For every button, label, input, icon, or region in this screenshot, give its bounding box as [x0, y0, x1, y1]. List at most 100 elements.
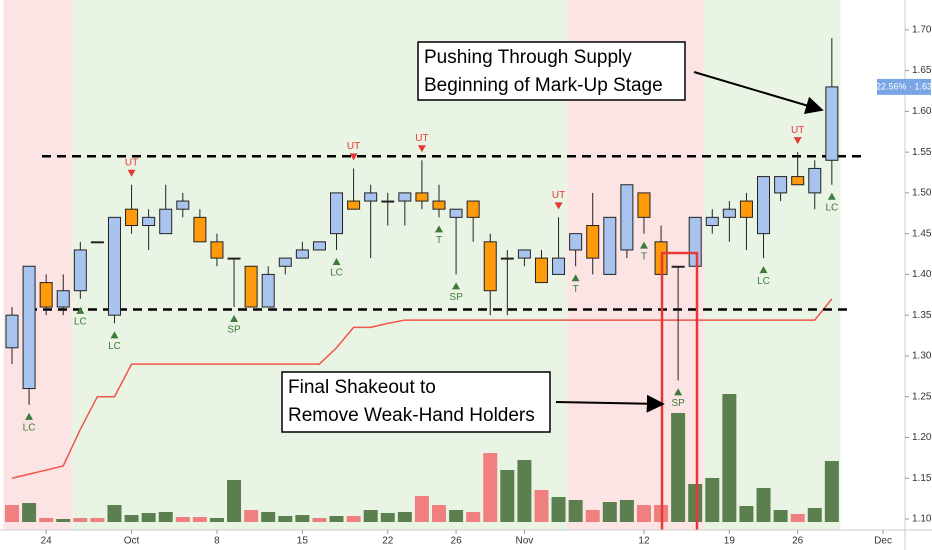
- y-tick-label: 1.10: [912, 514, 932, 525]
- volume-bar: [432, 505, 446, 522]
- candle-body: [466, 200, 480, 218]
- y-tick-label: 1.30: [912, 351, 932, 362]
- annotation-arrow: [693, 71, 824, 115]
- x-tick-label: 24: [41, 536, 53, 547]
- signal-triangle: [759, 266, 768, 274]
- candle-body: [5, 314, 19, 349]
- signal-triangle: [827, 192, 836, 200]
- signal-label: LC: [757, 276, 770, 287]
- candle-body: [73, 249, 87, 292]
- annotation-layer: Pushing Through Supply Beginning of Mark…: [281, 41, 824, 530]
- volume-bar: [107, 505, 122, 522]
- signal-triangle: [417, 145, 426, 153]
- volume-bar: [807, 508, 822, 522]
- signal-label: LC: [108, 341, 121, 352]
- volume-bar: [414, 496, 429, 522]
- y-tick-label: 1.45: [912, 228, 932, 239]
- signal-triangle: [452, 282, 461, 290]
- candle-body: [791, 176, 805, 186]
- volume-bar: [329, 516, 344, 522]
- candle-body: [142, 216, 156, 227]
- candle-body: [517, 249, 531, 259]
- candle-body: [398, 192, 412, 202]
- y-tick-label: 1.70: [912, 24, 932, 35]
- volume-bar: [141, 513, 156, 522]
- candle-body: [552, 257, 566, 275]
- candle-body: [107, 216, 121, 316]
- volume-bar: [449, 510, 464, 522]
- y-tick-label: 1.55: [912, 147, 932, 158]
- volume-bar: [705, 478, 720, 522]
- volume-bar: [773, 510, 788, 522]
- candle-body: [56, 290, 70, 308]
- signal-triangle: [674, 388, 683, 396]
- signal-label: LC: [74, 317, 87, 328]
- candle-body: [620, 184, 634, 251]
- candle-body: [671, 265, 685, 268]
- volume-bar: [158, 512, 173, 522]
- signal-label: T: [436, 235, 442, 246]
- candle-body: [364, 192, 378, 202]
- candle-body: [90, 241, 104, 244]
- volume-bar: [380, 513, 395, 522]
- volume-bar: [551, 497, 566, 522]
- volume-bar: [56, 519, 71, 522]
- x-tick-label: 8: [214, 536, 220, 547]
- signal-label: SP: [227, 325, 241, 336]
- candle-body: [637, 192, 651, 218]
- candle-body: [534, 257, 548, 284]
- volume-bar: [790, 514, 805, 522]
- volume-bar: [90, 518, 105, 522]
- x-tick-label: 22: [382, 536, 394, 547]
- volume-bar: [346, 516, 361, 522]
- phase-band: [3, 0, 72, 530]
- price-badge: [877, 78, 931, 95]
- volume-bar: [671, 413, 686, 522]
- volume-bar: [39, 518, 54, 522]
- volume-bar: [227, 480, 242, 522]
- volume-bar: [602, 502, 617, 522]
- candle-body: [688, 216, 702, 267]
- signal-triangle: [25, 412, 34, 420]
- x-tick-label: 12: [638, 536, 650, 547]
- candle-body: [500, 257, 514, 260]
- volume-bar: [209, 518, 224, 522]
- y-tick-label: 1.35: [912, 310, 932, 321]
- volume-bar: [824, 461, 839, 522]
- volume-bar: [636, 505, 651, 522]
- x-tick-label: 26: [451, 536, 463, 547]
- volume-bar: [517, 460, 532, 522]
- candle-body: [381, 200, 395, 203]
- y-tick-label: 1.20: [912, 432, 932, 443]
- signal-label: UT: [125, 157, 138, 168]
- candle-body: [586, 225, 600, 259]
- y-tick-label: 1.50: [912, 188, 932, 199]
- volume-bar: [261, 512, 276, 522]
- signal-triangle: [230, 315, 239, 323]
- volume-bar: [192, 517, 207, 522]
- candle-body: [193, 216, 207, 243]
- volume-bar: [175, 517, 190, 522]
- x-tick-label: Dec: [874, 536, 892, 547]
- stop-line: [11, 298, 833, 479]
- signal-label: SP: [449, 292, 463, 303]
- candle-body: [483, 241, 497, 292]
- volume-bar: [739, 506, 754, 522]
- volume-bar: [585, 510, 600, 522]
- candle-body: [432, 200, 446, 210]
- annotation-text: Pushing Through Supply: [424, 47, 632, 68]
- signal-triangle: [127, 169, 136, 177]
- x-tick-label: 26: [792, 536, 804, 547]
- candle-body: [705, 216, 719, 227]
- candle-body: [739, 200, 753, 218]
- y-tick-label: 1.25: [912, 391, 932, 402]
- volume-bar: [5, 505, 19, 522]
- x-tick-label: Oct: [124, 536, 140, 547]
- volume-bar: [22, 503, 37, 522]
- candle-body: [757, 176, 771, 235]
- signal-label: LC: [330, 268, 343, 279]
- candle-body: [808, 167, 822, 194]
- volume-bar: [363, 510, 378, 522]
